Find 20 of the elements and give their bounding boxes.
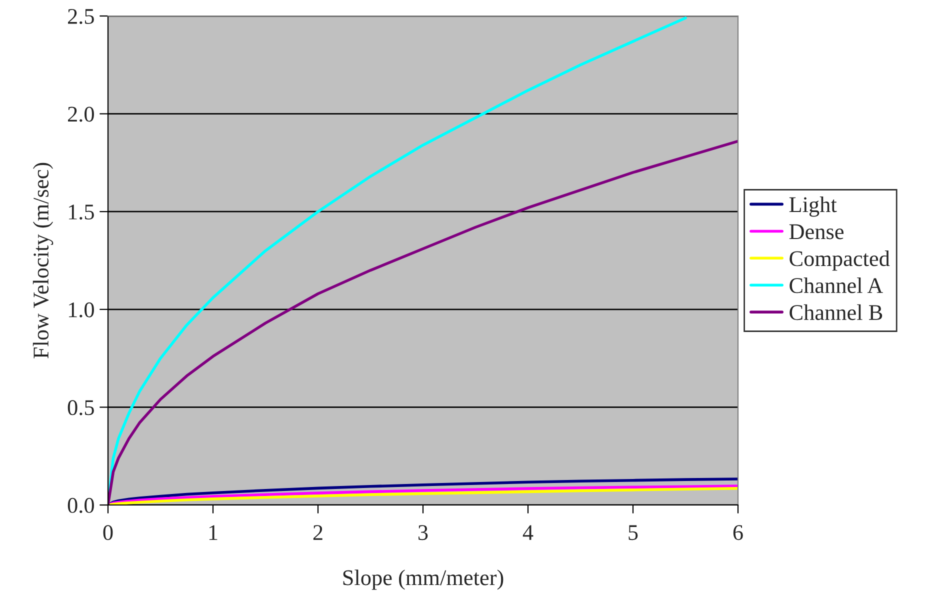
x-tick-label: 0 <box>103 525 113 540</box>
x-tick-label: 6 <box>733 525 743 540</box>
legend-label: Channel A <box>790 277 884 294</box>
y-tick-label: 1.5 <box>68 204 94 220</box>
x-tick-label: 1 <box>209 525 218 540</box>
x-tick-label: 3 <box>418 525 428 540</box>
y-axis-title: Flow Velocity (m/sec) <box>32 162 54 358</box>
x-tick-label: 4 <box>522 525 534 540</box>
y-tick-label: 2.5 <box>68 8 94 24</box>
legend-label: Dense <box>789 224 844 240</box>
y-tick-label: 1.0 <box>68 302 94 318</box>
y-tick-label: 2.0 <box>68 106 94 122</box>
y-tick-label: 0.0 <box>68 498 94 514</box>
x-tick-label: 5 <box>628 525 638 540</box>
legend-label: Light <box>789 196 837 217</box>
legend-label: Compacted <box>790 250 890 271</box>
x-axis-title: Slope (mm/meter) <box>343 570 504 590</box>
y-tick-label: 0.5 <box>68 400 94 416</box>
x-tick-label: 2 <box>313 525 322 540</box>
legend-label: Channel B <box>790 304 882 320</box>
